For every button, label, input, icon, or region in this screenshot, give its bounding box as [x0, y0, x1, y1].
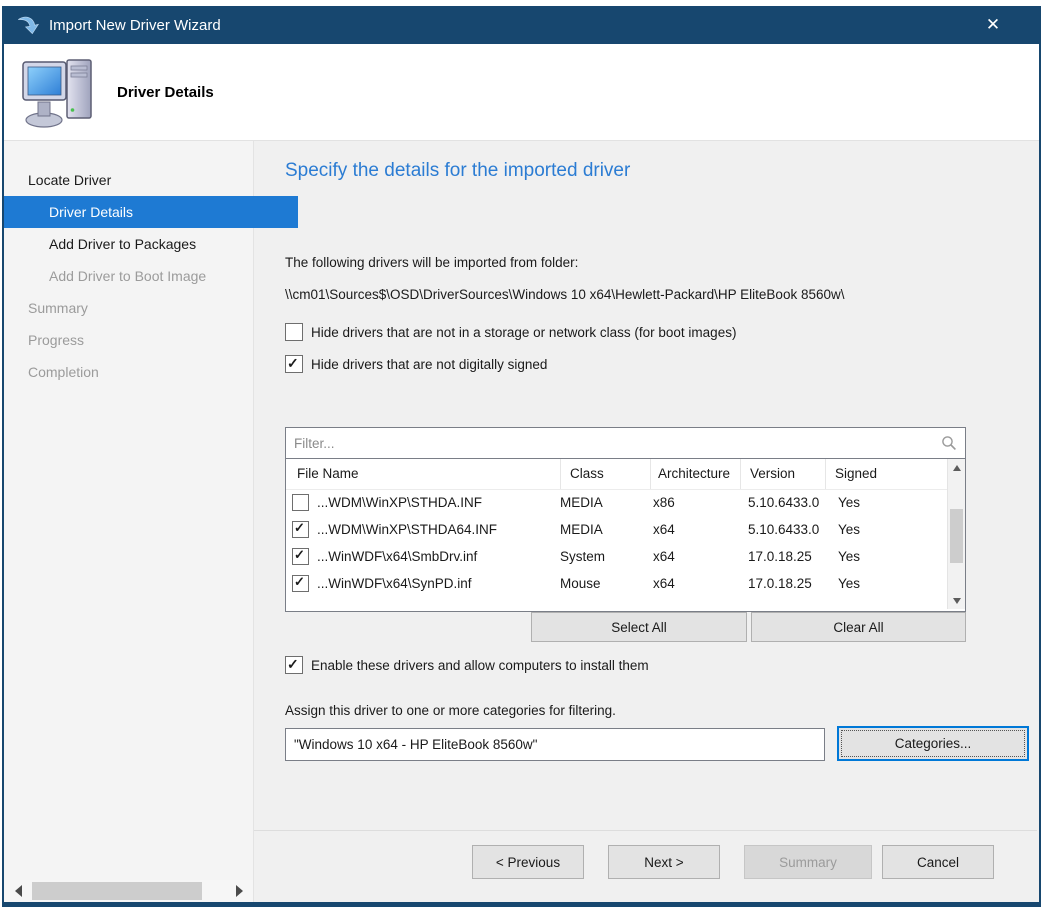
driver-row[interactable]: ...WDM\WinXP\STHDA.INF MEDIA x86 5.10.6433.… — [286, 489, 948, 516]
cell-architecture: x86 — [653, 495, 675, 510]
filter-container — [285, 427, 966, 460]
next-button[interactable]: Next > — [608, 845, 720, 879]
cell-signed: Yes — [838, 549, 861, 564]
sidebar-item-locate-driver[interactable]: Locate Driver — [28, 172, 112, 188]
sidebar-item-progress: Progress — [28, 332, 85, 348]
cell-file-name: ...WinWDF\x64\SynPD.inf — [317, 576, 472, 591]
driver-row[interactable]: ✓ ...WDM\WinXP\STHDA64.INF MEDIA x64 5.10.64… — [286, 516, 948, 543]
column-header-file-name[interactable]: File Name — [286, 459, 561, 489]
sidebar-item-add-driver-to-boot-image: Add Driver to Boot Image — [49, 268, 207, 284]
title-bar: Import New Driver Wizard ✕ — [2, 6, 1041, 44]
h-scrollbar-thumb[interactable] — [32, 882, 202, 900]
window-title: Import New Driver Wizard — [49, 16, 221, 34]
v-scrollbar-thumb[interactable] — [950, 509, 963, 563]
enable-drivers-checkbox[interactable]: ✓ — [285, 656, 303, 674]
driver-list-header: File Name Class Architecture Version Sig… — [286, 459, 948, 490]
driver-row-checkbox[interactable] — [292, 494, 309, 511]
cancel-button[interactable]: Cancel — [882, 845, 994, 879]
import-folder-label: The following drivers will be imported f… — [285, 255, 579, 270]
wizard-steps: Locate Driver Driver Details Add Driver to… — [4, 141, 298, 902]
cell-version: 17.0.18.25 — [748, 549, 812, 564]
cell-signed: Yes — [838, 576, 861, 591]
categories-value-field[interactable] — [292, 734, 820, 755]
driver-list: File Name Class Architecture Version Sig… — [285, 458, 966, 612]
scroll-right-icon — [235, 885, 243, 897]
scroll-down-button[interactable] — [948, 592, 965, 609]
scroll-down-icon — [952, 597, 961, 604]
sidebar-item-completion: Completion — [28, 364, 99, 380]
scroll-left-button[interactable] — [6, 880, 30, 902]
summary-button: Summary — [744, 845, 872, 879]
column-header-class[interactable]: Class — [561, 459, 651, 489]
driver-list-scrollbar[interactable] — [947, 459, 965, 609]
search-icon — [942, 436, 956, 450]
checkmark-icon: ✓ — [294, 574, 305, 589]
cell-signed: Yes — [838, 522, 861, 537]
assign-categories-label: Assign this driver to one or more catego… — [285, 703, 616, 718]
enable-drivers-label: Enable these drivers and allow computers… — [311, 657, 649, 673]
cell-file-name: ...WinWDF\x64\SmbDrv.inf — [317, 549, 478, 564]
driver-row-checkbox[interactable]: ✓ — [292, 574, 309, 592]
column-header-version[interactable]: Version — [741, 459, 826, 489]
page-title: Driver Details — [117, 84, 214, 101]
hide-unsigned-label: Hide drivers that are not digitally sign… — [311, 356, 548, 372]
driver-row[interactable]: ✓ ...WinWDF\x64\SynPD.inf Mouse x64 17.0.18.… — [286, 570, 948, 597]
cell-signed: Yes — [838, 495, 861, 510]
computer-icon — [22, 59, 92, 128]
sidebar-item-driver-details[interactable]: Driver Details — [4, 196, 298, 228]
window-border-left — [2, 44, 4, 902]
scroll-left-icon — [14, 885, 22, 897]
sidebar-item-summary: Summary — [28, 300, 88, 316]
enable-drivers-checkbox-row[interactable]: ✓ Enable these drivers and allow compute… — [285, 656, 649, 674]
categories-button[interactable]: Categories... — [837, 726, 1029, 761]
driver-source-path: \\cm01\Sources$\OSD\DriverSources\Window… — [285, 287, 845, 302]
cell-file-name: ...WDM\WinXP\STHDA64.INF — [317, 522, 498, 537]
scroll-right-button[interactable] — [227, 880, 251, 902]
hide-unsigned-checkbox[interactable]: ✓ — [285, 355, 303, 373]
select-all-button[interactable]: Select All — [531, 612, 747, 642]
checkmark-icon: ✓ — [294, 547, 305, 562]
hide-storage-network-checkbox[interactable] — [285, 323, 303, 341]
cell-architecture: x64 — [653, 549, 675, 564]
checkmark-icon: ✓ — [294, 520, 305, 535]
cell-version: 5.10.6433.0 — [748, 495, 820, 510]
cell-architecture: x64 — [653, 576, 675, 591]
hide-storage-network-checkbox-row[interactable]: Hide drivers that are not in a storage o… — [285, 323, 736, 341]
hide-storage-network-label: Hide drivers that are not in a storage o… — [311, 324, 737, 340]
cell-class: MEDIA — [560, 522, 603, 537]
driver-rows: ...WDM\WinXP\STHDA.INF MEDIA x86 5.10.6433.… — [286, 489, 948, 597]
clear-all-button[interactable]: Clear All — [751, 612, 966, 642]
checkmark-icon: ✓ — [287, 355, 299, 371]
sidebar-horizontal-scrollbar[interactable] — [4, 880, 253, 902]
filter-input[interactable] — [292, 432, 926, 455]
categories-field-container — [285, 728, 825, 761]
cell-file-name: ...WDM\WinXP\STHDA.INF — [317, 495, 482, 510]
scroll-up-button[interactable] — [948, 459, 965, 476]
cell-class: System — [560, 549, 606, 564]
close-button[interactable]: ✕ — [985, 15, 1001, 34]
window-border-right — [1039, 44, 1041, 902]
column-header-architecture[interactable]: Architecture — [651, 459, 741, 489]
column-header-signed[interactable]: Signed — [835, 466, 878, 481]
cell-version: 5.10.6433.0 — [748, 522, 820, 537]
driver-row-checkbox[interactable]: ✓ — [292, 520, 309, 538]
wizard-arrow-icon — [18, 16, 40, 35]
footer-divider — [254, 830, 1037, 831]
cell-version: 17.0.18.25 — [748, 576, 812, 591]
window-border-bottom — [2, 902, 1041, 907]
previous-button[interactable]: < Previous — [472, 845, 584, 879]
driver-row-checkbox[interactable]: ✓ — [292, 547, 309, 565]
cell-class: MEDIA — [560, 495, 603, 510]
wizard-header: Driver Details — [4, 44, 1039, 141]
cell-class: Mouse — [560, 576, 601, 591]
cell-architecture: x64 — [653, 522, 675, 537]
driver-row[interactable]: ✓ ...WinWDF\x64\SmbDrv.inf System x64 17.0.1… — [286, 543, 948, 570]
hide-unsigned-checkbox-row[interactable]: ✓ Hide drivers that are not digitally si… — [285, 355, 547, 373]
main-heading: Specify the details for the imported dri… — [285, 160, 631, 181]
scroll-up-icon — [952, 464, 961, 471]
sidebar-item-add-driver-to-packages[interactable]: Add Driver to Packages — [49, 236, 197, 252]
checkmark-icon: ✓ — [287, 656, 299, 672]
